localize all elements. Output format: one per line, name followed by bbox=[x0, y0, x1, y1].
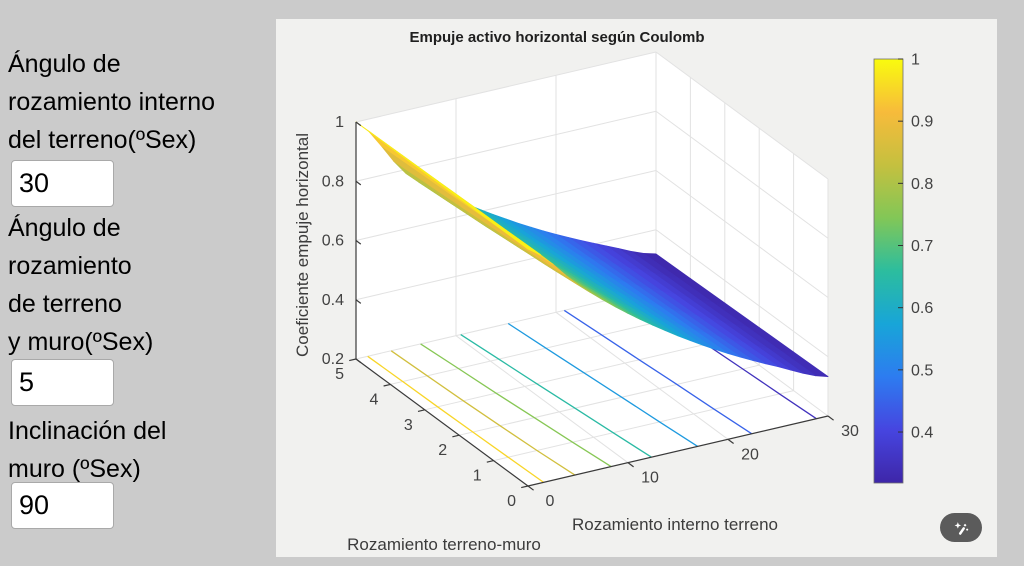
angulo-rozamiento-interno-input[interactable] bbox=[11, 160, 114, 207]
x-axis-label: Rozamiento interno terreno bbox=[571, 515, 778, 534]
axes-toolbar-button[interactable] bbox=[940, 513, 982, 542]
label-angulo-rozamiento-interno: Ángulo de rozamiento interno del terreno… bbox=[8, 50, 216, 154]
label-inclinacion-muro: Inclinación del muro (ºSex) bbox=[8, 417, 167, 483]
inclinacion-muro-input[interactable] bbox=[11, 482, 114, 529]
plot-title: Empuje activo horizontal según Coulomb bbox=[409, 29, 705, 46]
z-axis-label: Coeficiente empuje horizontal bbox=[293, 133, 312, 357]
angulo-rozamiento-muro-input[interactable] bbox=[11, 359, 114, 406]
y-axis-label: Rozamiento terreno-muro bbox=[347, 535, 541, 554]
magic-wand-icon bbox=[954, 521, 969, 535]
figure-panel bbox=[276, 19, 997, 557]
label-angulo-rozamiento-terreno-muro: Ángulo de rozamiento de terreno y muro(º… bbox=[8, 214, 154, 356]
